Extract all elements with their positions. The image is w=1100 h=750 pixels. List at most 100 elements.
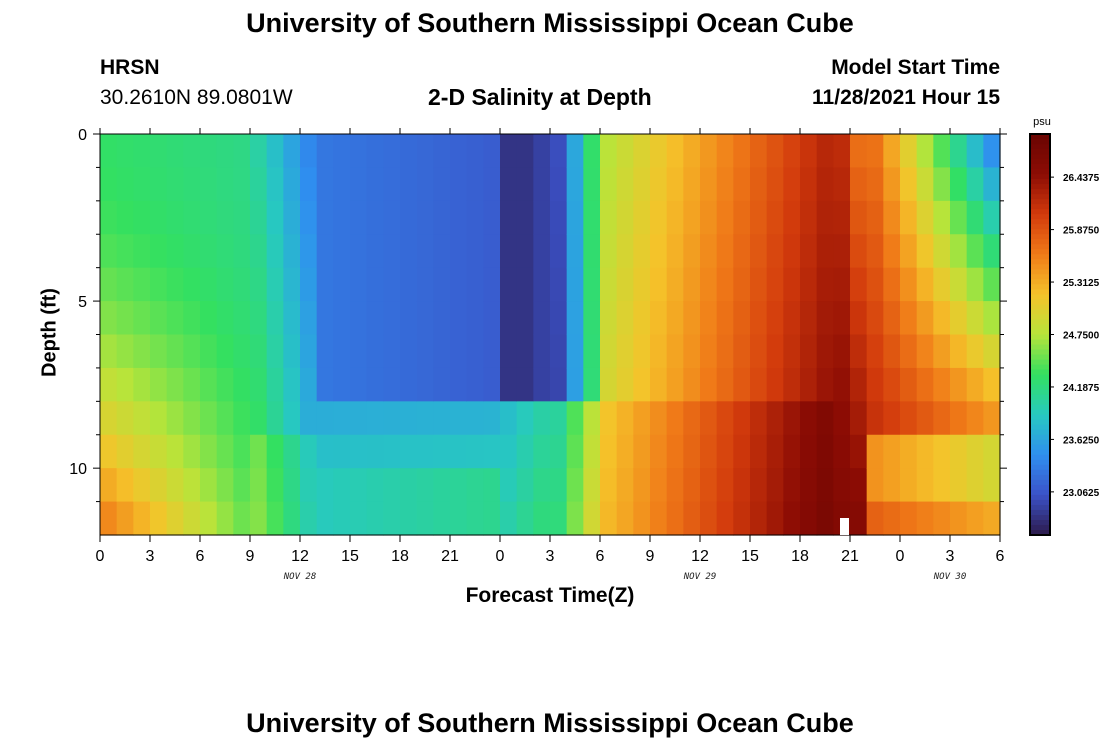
heatmap-cell	[666, 234, 684, 269]
heatmap-cell	[800, 468, 818, 503]
heatmap-cell	[450, 200, 468, 235]
heatmap-cell	[533, 501, 551, 536]
heatmap-cell	[700, 234, 718, 269]
heatmap-cell	[666, 301, 684, 336]
heatmap-cell	[333, 367, 351, 402]
heatmap-cell	[950, 367, 968, 402]
heatmap-cell	[466, 267, 484, 302]
heatmap-cell	[933, 367, 951, 402]
heatmap-cell	[516, 367, 534, 402]
heatmap-cell	[150, 167, 168, 202]
heatmap-cell	[416, 401, 434, 436]
heatmap-cell	[166, 200, 184, 235]
heatmap-cell	[633, 134, 651, 169]
heatmap-cell	[966, 434, 984, 469]
heatmap-cell	[733, 167, 751, 202]
heatmap-cell	[400, 401, 418, 436]
heatmap-cell	[383, 200, 401, 235]
heatmap-cell	[916, 334, 934, 369]
date-label: NOV 29	[683, 572, 717, 582]
heatmap-cell	[233, 468, 251, 503]
heatmap-cell	[833, 334, 851, 369]
heatmap-cell	[416, 334, 434, 369]
heatmap-cell	[883, 267, 901, 302]
heatmap-cell	[916, 501, 934, 536]
heatmap-cell	[233, 501, 251, 536]
colorbar-segment	[1030, 389, 1050, 396]
heatmap-cell	[933, 267, 951, 302]
heatmap-cell	[266, 334, 284, 369]
heatmap-cell	[266, 434, 284, 469]
heatmap-cell	[366, 334, 384, 369]
heatmap-cell	[366, 267, 384, 302]
heatmap-cell	[400, 267, 418, 302]
heatmap-cell	[216, 267, 234, 302]
colorbar-segment	[1030, 324, 1050, 331]
heatmap-cell	[533, 301, 551, 336]
heatmap-cell	[716, 200, 734, 235]
heatmap-cell	[350, 401, 368, 436]
colorbar-segment	[1030, 509, 1050, 516]
heatmap-cell	[683, 167, 701, 202]
heatmap-cell	[266, 501, 284, 536]
heatmap-cell	[600, 367, 618, 402]
heatmap-cell	[333, 301, 351, 336]
model-start-label: Model Start Time	[831, 56, 1000, 79]
heatmap-cell	[416, 134, 434, 169]
heatmap-cell	[533, 468, 551, 503]
heatmap-cell	[900, 200, 918, 235]
heatmap-cell	[816, 134, 834, 169]
heatmap-cell	[916, 200, 934, 235]
heatmap-cell	[616, 267, 634, 302]
heatmap-cell	[816, 200, 834, 235]
heatmap-cell	[466, 468, 484, 503]
heatmap-cell	[750, 134, 768, 169]
heatmap-cell	[150, 234, 168, 269]
heatmap-cell	[883, 367, 901, 402]
y-axis-label: Depth (ft)	[38, 288, 61, 377]
colorbar-segment	[1030, 229, 1050, 235]
heatmap-cell	[133, 267, 151, 302]
heatmap-cell	[716, 301, 734, 336]
heatmap-cell	[950, 234, 968, 269]
heatmap-cell	[866, 267, 884, 302]
heatmap-cell	[683, 334, 701, 369]
heatmap-cell	[633, 234, 651, 269]
colorbar-segment	[1030, 189, 1050, 195]
heatmap-cell	[616, 301, 634, 336]
heatmap-cell	[166, 468, 184, 503]
heatmap-cell	[133, 401, 151, 436]
heatmap-cell	[766, 301, 784, 336]
heatmap-cell	[300, 234, 318, 269]
colorbar-label: 25.8750	[1063, 226, 1100, 237]
heatmap-cell	[833, 401, 851, 436]
heatmap-cell	[466, 334, 484, 369]
heatmap-cell	[150, 367, 168, 402]
heatmap-cell	[283, 468, 301, 503]
heatmap-cell	[500, 367, 518, 402]
heatmap-cell	[566, 334, 584, 369]
heatmap-cell	[966, 367, 984, 402]
heatmap-cell	[533, 234, 551, 269]
heatmap-cell	[533, 367, 551, 402]
heatmap-cell	[383, 267, 401, 302]
heatmap-cell	[300, 134, 318, 169]
heatmap-cell	[450, 434, 468, 469]
heatmap-cell	[933, 468, 951, 503]
heatmap-cell	[250, 134, 268, 169]
heatmap-cell	[550, 434, 568, 469]
heatmap-cell	[466, 134, 484, 169]
heatmap-cell	[500, 301, 518, 336]
heatmap-cell	[850, 334, 868, 369]
colorbar-segment	[1030, 259, 1050, 265]
heatmap-cell	[200, 134, 218, 169]
heatmap-cell	[516, 267, 534, 302]
heatmap-cell	[650, 301, 668, 336]
heatmap-cell	[900, 234, 918, 269]
heatmap-cell	[566, 401, 584, 436]
heatmap-cell	[216, 367, 234, 402]
heatmap-cell	[950, 468, 968, 503]
heatmap-cell	[950, 434, 968, 469]
heatmap-cell	[283, 267, 301, 302]
colorbar-segment	[1030, 224, 1050, 230]
